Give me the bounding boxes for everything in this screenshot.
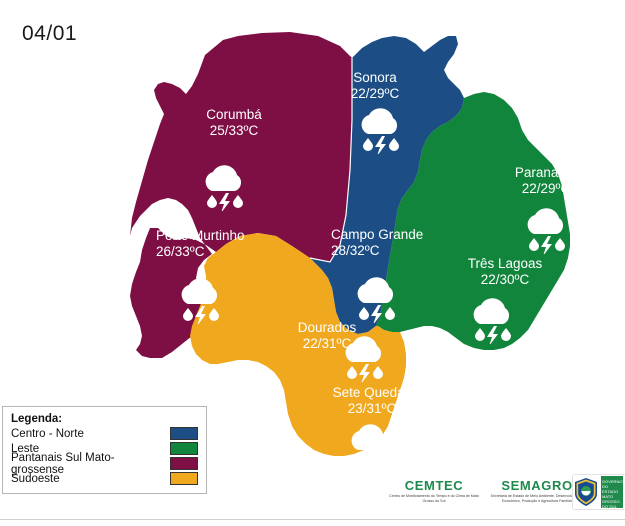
legend-item-label: Sudoeste xyxy=(11,472,60,485)
region-leste[interactable] xyxy=(376,92,570,350)
legend-swatch-sudoeste xyxy=(170,472,198,485)
cemtec-name: CEMTEC xyxy=(404,478,464,493)
state-coat-of-arms-icon xyxy=(575,478,597,506)
legend-item-label: Centro - Norte xyxy=(11,427,84,440)
government-logo: GOVERNO DO ESTADO MATO GROSSO DO SUL xyxy=(572,474,625,510)
date-label: 04/01 xyxy=(22,22,78,45)
government-label: GOVERNO DO ESTADO MATO GROSSO DO SUL xyxy=(601,476,623,509)
legend-swatch-pantanais xyxy=(170,457,198,470)
legend-box: Legenda: Centro - Norte Leste Pantanais … xyxy=(2,406,207,494)
state-map-svg xyxy=(130,32,570,456)
legend-item-pantanais[interactable]: Pantanais Sul Mato-grossense xyxy=(11,452,198,476)
legend-title: Legenda: xyxy=(11,413,63,425)
cemtec-logo: CEMTEC Centro de Monitoramento do Tempo … xyxy=(388,478,480,503)
legend-item-centro-norte[interactable]: Centro - Norte xyxy=(11,426,198,441)
legend-swatch-centro-norte xyxy=(170,427,198,440)
semagro-subtitle: Secretaria de Estado de Meio Ambiente, D… xyxy=(490,494,584,503)
footer-logos: CEMTEC Centro de Monitoramento do Tempo … xyxy=(0,470,625,526)
legend-item-label: Pantanais Sul Mato-grossense xyxy=(11,451,115,476)
legend-item-leste[interactable]: Leste xyxy=(11,441,198,456)
region-sudoeste[interactable] xyxy=(190,233,406,456)
region-centro-norte[interactable] xyxy=(310,36,464,334)
footer-divider xyxy=(0,519,625,520)
legend-item-label: Leste xyxy=(11,442,40,455)
state-outline xyxy=(309,58,353,263)
legend-item-sudoeste[interactable]: Sudoeste xyxy=(11,471,198,486)
semagro-logo: SEMAGRO Secretaria de Estado de Meio Amb… xyxy=(487,478,587,503)
legend-swatch-leste xyxy=(170,442,198,455)
cemtec-subtitle: Centro de Monitoramento do Tempo e do Cl… xyxy=(389,494,479,503)
semagro-name: SEMAGRO xyxy=(501,478,573,493)
